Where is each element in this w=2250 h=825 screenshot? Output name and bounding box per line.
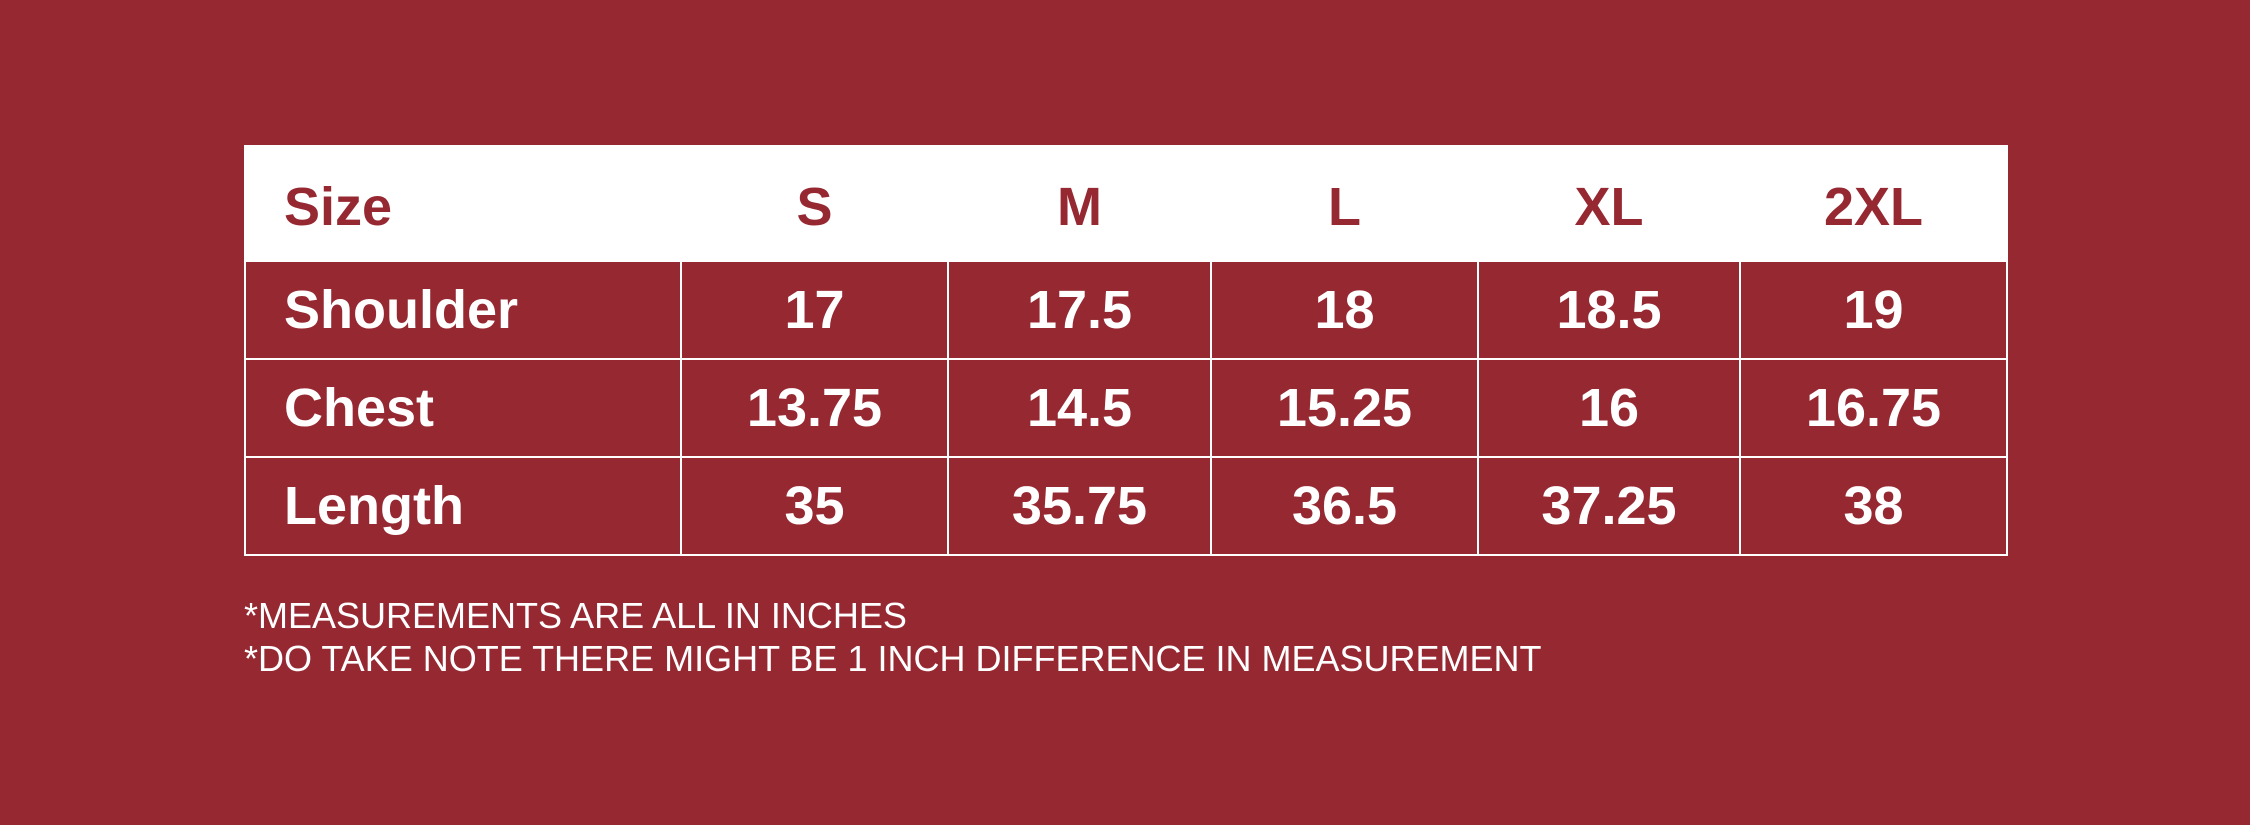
table-cell: 35.75: [947, 456, 1212, 556]
header-cell: XL: [1477, 145, 1741, 262]
note: *MEASUREMENTS ARE ALL IN INCHES: [244, 595, 907, 636]
size-table: Size S M L XL 2XL Shoulder 17 17.5 18 18.5 19 Chest…: [244, 145, 2008, 556]
table-cell: 36.5: [1210, 456, 1479, 556]
notes: *MEASUREMENTS ARE ALL IN INCHES *DO TAKE …: [244, 594, 1542, 680]
table-row: Shoulder 17 17.5 18 18.5 19: [244, 260, 2008, 360]
table-cell: 17: [680, 260, 949, 360]
table-row: Length 35 35.75 36.5 37.25 38: [244, 456, 2008, 556]
header-row: Size S M L XL 2XL: [244, 145, 2008, 262]
table-cell: 18.5: [1477, 260, 1741, 360]
header-cell: M: [947, 145, 1212, 262]
table-body: Shoulder 17 17.5 18 18.5 19 Chest 13.75 14.5 15.2…: [244, 260, 2008, 556]
table-cell: 16.75: [1739, 358, 2008, 458]
header-cell: S: [680, 145, 949, 262]
table-cell: 38: [1739, 456, 2008, 556]
table-cell: 15.25: [1210, 358, 1479, 458]
row-label: Chest: [244, 358, 682, 458]
table-cell: 17.5: [947, 260, 1212, 360]
header-cell: L: [1210, 145, 1479, 262]
header-cell: Size: [244, 145, 682, 262]
header-cell: 2XL: [1739, 145, 2008, 262]
note: *DO TAKE NOTE THERE MIGHT BE 1 INCH DIFF…: [244, 638, 1542, 679]
table-cell: 16: [1477, 358, 1741, 458]
table-cell: 37.25: [1477, 456, 1741, 556]
row-label: Shoulder: [244, 260, 682, 360]
table-row: Chest 13.75 14.5 15.25 16 16.75: [244, 358, 2008, 458]
row-label: Length: [244, 456, 682, 556]
table-cell: 14.5: [947, 358, 1212, 458]
table-cell: 13.75: [680, 358, 949, 458]
table-cell: 18: [1210, 260, 1479, 360]
table-cell: 19: [1739, 260, 2008, 360]
table-cell: 35: [680, 456, 949, 556]
